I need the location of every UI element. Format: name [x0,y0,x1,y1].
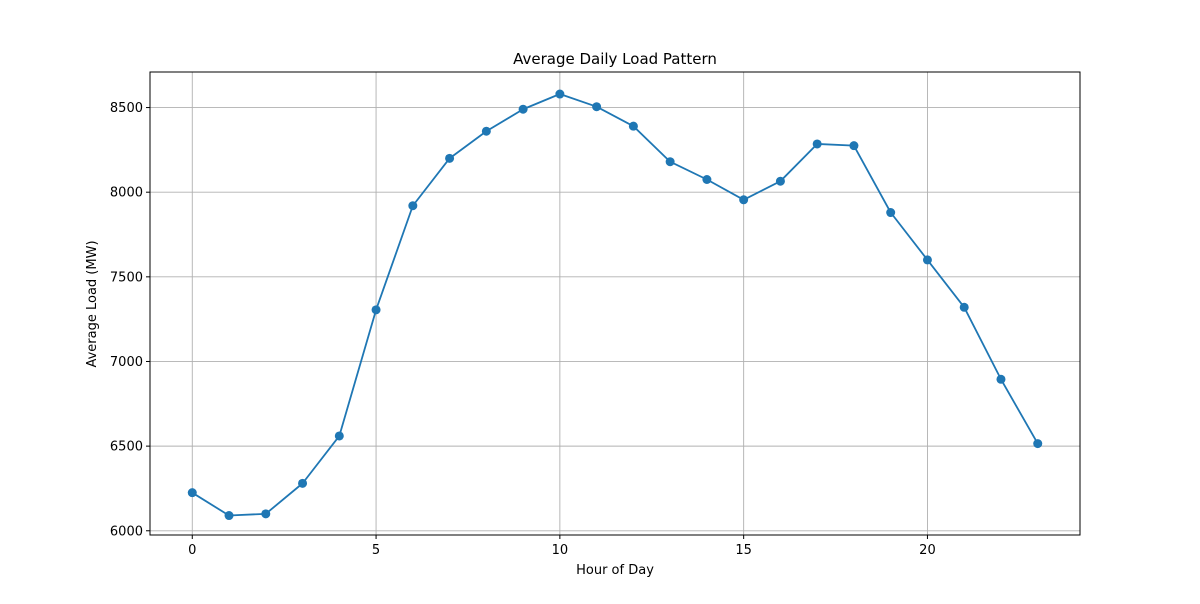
series-line [191,93,1039,517]
data-point [739,195,749,205]
data-point [812,139,822,149]
ticks: 0 5 10 15 20 6000 6500 7000 7500 8000 8500 [110,101,936,558]
chart-title: Average Daily Load Pattern [513,50,717,68]
data-point [261,509,271,519]
x-tick-label: 15 [735,543,752,558]
data-point [628,121,638,131]
data-point [481,126,491,136]
data-point [592,102,602,112]
data-point [665,157,675,167]
data-point [298,478,308,488]
data-point [555,89,565,99]
data-point [775,176,785,186]
x-tick-label: 0 [188,543,196,558]
data-point [886,208,896,218]
series-layer [187,89,1043,521]
x-tick-label: 20 [919,543,936,558]
data-point [996,374,1006,384]
x-tick-label: 10 [552,543,569,558]
grid [150,72,1080,535]
data-point [702,174,712,184]
data-point [922,255,932,265]
data-point [224,511,234,521]
data-point [445,153,455,163]
x-tick-label: 5 [372,543,380,558]
data-point [1033,439,1043,449]
data-point [518,104,528,114]
y-tick-label: 7500 [110,270,143,285]
data-point [187,488,197,498]
y-axis-label: Average Load (MW) [85,240,100,367]
y-tick-label: 6000 [110,524,143,539]
y-tick-label: 7000 [110,355,143,370]
data-point [334,431,344,441]
plot-frame [149,71,1081,536]
data-point [371,305,381,315]
data-point [959,302,969,312]
y-tick-label: 6500 [110,440,143,455]
y-tick-label: 8500 [110,101,143,116]
data-point [849,141,859,151]
data-point [408,201,418,211]
x-axis-label: Hour of Day [576,563,654,578]
y-tick-label: 8000 [110,186,143,201]
